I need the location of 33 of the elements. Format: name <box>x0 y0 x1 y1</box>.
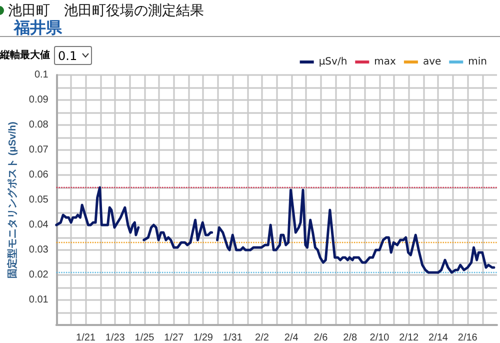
x-tick-label: 2/4 <box>284 332 299 343</box>
legend-label: min <box>468 56 487 68</box>
legend-label: max <box>374 56 396 68</box>
y-tick-label: 0.01 <box>28 294 49 306</box>
x-tick-label: 1/25 <box>134 332 155 343</box>
x-tick-label: 2/16 <box>458 332 478 343</box>
x-tick-label: 2/6 <box>314 332 328 343</box>
y-tick-label: 0.02 <box>28 270 49 280</box>
chart-subtitle: 福井県 <box>14 18 62 39</box>
y-tick-label: 0.08 <box>28 120 49 130</box>
text: 縦軸最大値 <box>0 48 50 62</box>
legend-label: ave <box>422 56 442 68</box>
y-tick-label: 0.1 <box>34 70 49 80</box>
y-axis-title: 固定型モニタリングポスト (μSv/h) <box>6 122 18 278</box>
y-tick-label: 0.09 <box>28 94 49 106</box>
y-tick-label: 0.06 <box>28 170 49 180</box>
x-tick-label: 1/27 <box>164 332 184 343</box>
y-tick-label: 0.05 <box>28 194 49 206</box>
x-tick-label: 2/14 <box>428 332 448 343</box>
y-tick-label: 0.04 <box>28 220 49 230</box>
x-tick-label: 1/29 <box>194 332 214 343</box>
x-tick-label: 2/12 <box>399 332 420 343</box>
text: 0.1 <box>54 46 92 65</box>
x-tick-label: 2/10 <box>370 332 390 343</box>
x-tick-label: 2/8 <box>343 332 358 343</box>
y-tick-label: 0.03 <box>28 244 49 256</box>
x-tick-label: 2/2 <box>255 332 270 343</box>
x-tick-label: 1/21 <box>76 332 96 343</box>
chart-title: 池田町 池田町役場の測定結果 <box>8 2 204 19</box>
y-tick-label: 0.07 <box>28 144 49 156</box>
x-tick-label: 1/23 <box>105 332 126 343</box>
legend-label: μSv/h <box>318 56 348 68</box>
x-tick-label: 1/31 <box>222 332 243 343</box>
